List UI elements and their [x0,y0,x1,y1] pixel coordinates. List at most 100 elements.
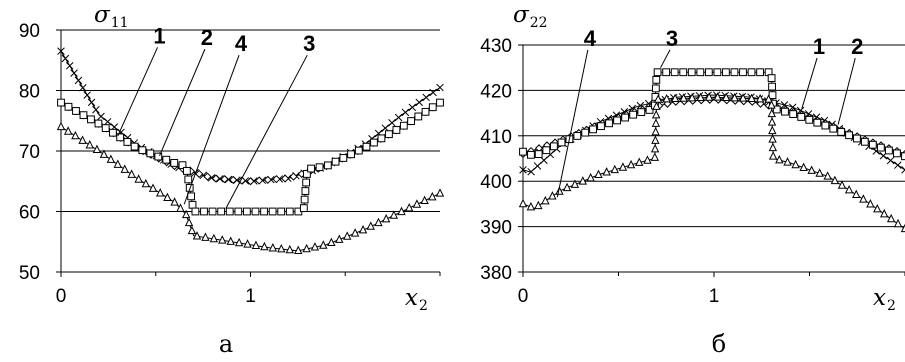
data-point [768,125,777,135]
data-point [78,135,87,144]
data-point [768,142,778,152]
data-point [277,207,286,216]
data-point [234,207,243,216]
callout-leader [660,49,671,68]
y-tick-label: 420 [480,81,512,102]
data-point [154,152,163,161]
y-tick-label: 50 [19,263,40,284]
data-point [662,68,671,77]
curve-label: 2 [201,25,213,50]
data-point [519,166,527,174]
curve-label: 1 [813,34,825,59]
data-point [866,199,875,208]
curve-label: 4 [235,31,248,56]
data-point [79,84,87,92]
data-point [555,186,564,195]
data-point [394,113,403,122]
data-point [307,164,315,173]
data-point [626,159,636,169]
data-point [187,192,196,201]
y-tick-label: 390 [480,218,512,239]
data-point [534,150,543,158]
data-point [422,93,430,102]
data-point [323,161,332,170]
data-point [163,192,172,202]
callout-leader [801,57,818,109]
data-point [557,138,566,147]
data-point [845,131,853,140]
data-point [354,146,363,155]
data-point [225,207,234,216]
data-point [527,150,535,159]
data-point [533,162,542,170]
data-point [405,202,414,212]
data-point [237,176,246,185]
y-tick-label: 90 [19,21,40,42]
data-point [203,172,212,181]
data-point [162,155,171,164]
data-point [87,98,96,107]
data-point [815,168,824,177]
panel-b: 380 390 400 410 420 430 0 1 σ22 x2 б 4 3 1 2 [480,2,905,358]
data-point [70,69,78,77]
data-point [829,124,838,133]
data-point [99,149,109,158]
data-point [106,154,116,163]
data-point [696,68,705,77]
callout-leader [183,55,240,205]
data-point [176,203,185,212]
data-point [635,157,644,166]
data-point [72,107,80,115]
data-point [621,113,630,122]
data-point [217,207,226,216]
data-point [130,142,139,151]
data-point [679,93,688,102]
data-point [103,117,112,126]
data-point [738,93,748,102]
data-point [527,167,535,176]
data-point [220,175,229,184]
data-point [218,235,227,244]
data-point [687,68,696,77]
data-point [747,68,756,77]
data-point [428,191,437,201]
data-point [435,188,445,197]
y-tick-label: 80 [19,82,40,103]
data-point [141,178,151,188]
series-line [60,126,441,252]
data-point [92,144,102,154]
data-point [178,161,187,170]
data-point [550,142,558,151]
y-tick-label: 400 [480,172,512,193]
data-point [540,156,548,165]
data-point [772,105,781,114]
curve-label: 1 [153,23,165,48]
data-point [246,177,255,186]
data-point [548,191,557,200]
curve-label: 3 [303,31,315,56]
data-point [268,207,277,216]
data-point [289,172,298,181]
data-point [362,142,371,151]
data-point [65,62,74,70]
data-point [797,113,806,121]
data-point [94,119,103,128]
data-point [370,138,378,147]
series-2 [518,95,905,159]
data-point [377,134,386,143]
data-point [894,161,902,169]
data-point [399,121,408,130]
data-point [885,146,893,155]
data-point [807,165,816,174]
data-point [653,94,663,103]
series-4 [56,121,445,255]
data-point [170,197,179,206]
data-point [414,112,423,121]
data-point [651,135,660,144]
data-point [652,101,661,110]
panel-label: б [712,330,726,358]
x-tick-label: 1 [245,286,256,307]
data-point [195,169,204,179]
data-point [388,119,396,127]
data-point [342,231,352,240]
